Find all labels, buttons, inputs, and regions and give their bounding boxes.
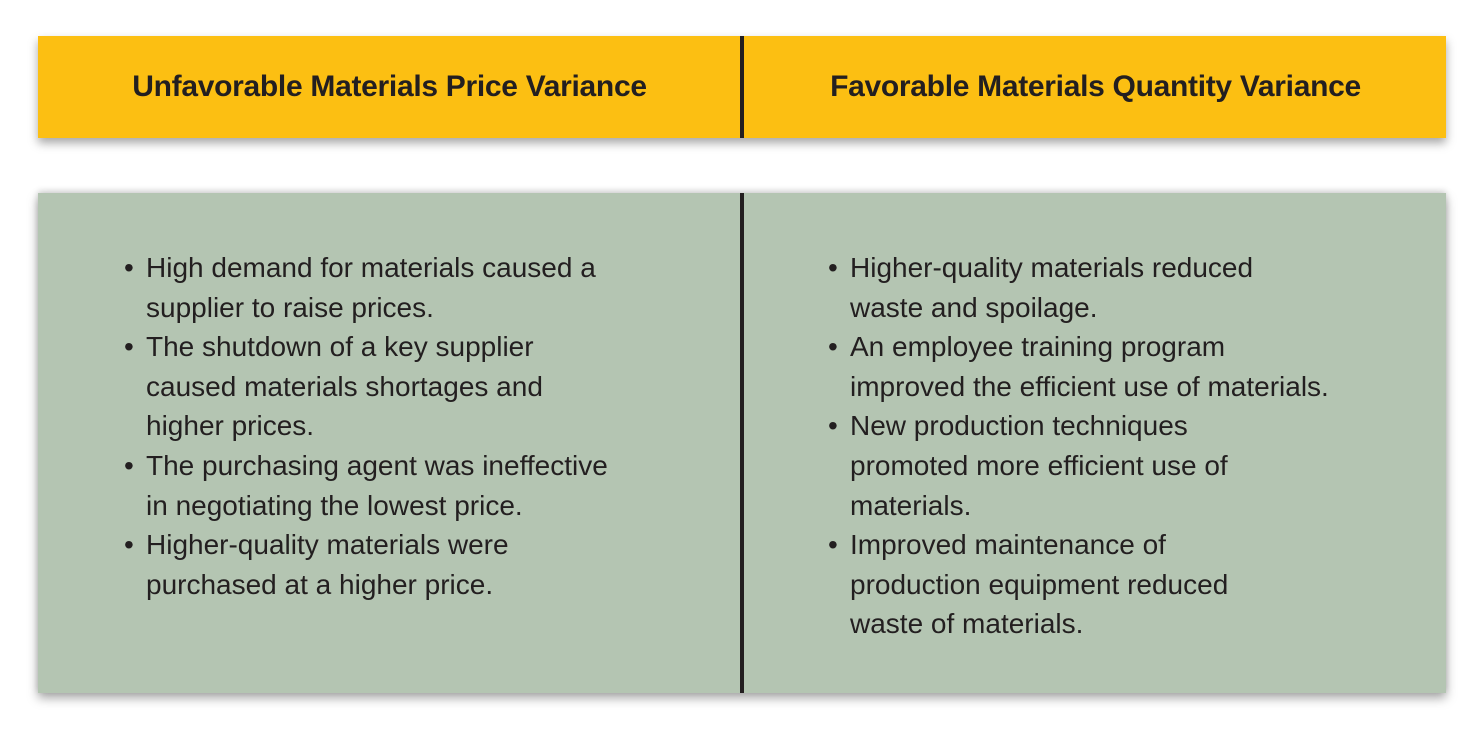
reason-line: Higher-quality materials were: [146, 529, 509, 561]
list-item: • Improved maintenance of production equ…: [826, 525, 1426, 644]
reason-line: production equipment reduced: [850, 568, 1229, 600]
reason-line: The shutdown of a key supplier: [146, 331, 534, 363]
list-item: • Higher-quality materials were purchase…: [122, 525, 722, 604]
list-item: • Higher-quality materials reduced waste…: [826, 248, 1426, 327]
favorable-quantity-variance-heading: Favorable Materials Quantity Variance: [830, 70, 1361, 103]
bullet-icon: •: [828, 331, 838, 363]
reason-line: High demand for materials caused a: [146, 252, 596, 283]
reason-line: supplier to raise prices.: [146, 291, 434, 323]
reason-line: in negotiating the lowest price.: [146, 489, 523, 521]
reason-line: higher prices.: [146, 410, 315, 442]
bullet-icon: •: [124, 449, 134, 481]
bullet-icon: •: [828, 252, 838, 283]
bullet-icon: •: [124, 331, 134, 363]
column-divider: [740, 193, 744, 693]
reason-line: New production techniques: [850, 410, 1188, 442]
reason-line: promoted more efficient use of: [850, 449, 1228, 481]
reason-line: Improved maintenance of: [850, 529, 1166, 561]
reason-line: Higher-quality materials reduced: [850, 252, 1254, 283]
reason-line: caused materials shortages and: [146, 370, 543, 402]
list-item: • High demand for materials caused a sup…: [122, 248, 722, 327]
unfavorable-price-variance-heading: Unfavorable Materials Price Variance: [132, 70, 647, 103]
reason-line: waste and spoilage.: [850, 291, 1098, 323]
list-item: • The shutdown of a key supplier caused …: [122, 327, 722, 446]
reason-line: waste of materials.: [850, 608, 1084, 640]
header-divider: [740, 36, 744, 138]
bullet-icon: •: [828, 529, 838, 561]
quantity-variance-reasons-list: • Higher-quality materials reduced waste…: [826, 248, 1426, 644]
bullet-icon: •: [828, 410, 838, 442]
reason-line: An employee training program: [850, 331, 1226, 363]
reason-line: purchased at a higher price.: [146, 568, 494, 600]
reason-line: improved the efficient use of materials.: [850, 370, 1329, 402]
bullet-icon: •: [124, 529, 134, 561]
price-variance-reasons-list: • High demand for materials caused a sup…: [122, 248, 722, 604]
list-item: • An employee training program improved …: [826, 327, 1426, 406]
reason-line: The purchasing agent was ineffective: [146, 449, 608, 481]
list-item: • The purchasing agent was ineffective i…: [122, 446, 722, 525]
reasons-panel: • High demand for materials caused a sup…: [38, 193, 1446, 693]
bullet-icon: •: [124, 252, 134, 283]
header-bar: Unfavorable Materials Price Variance Fav…: [38, 36, 1446, 138]
list-item: • New production techniques promoted mor…: [826, 406, 1426, 525]
reason-line: materials.: [850, 489, 972, 521]
